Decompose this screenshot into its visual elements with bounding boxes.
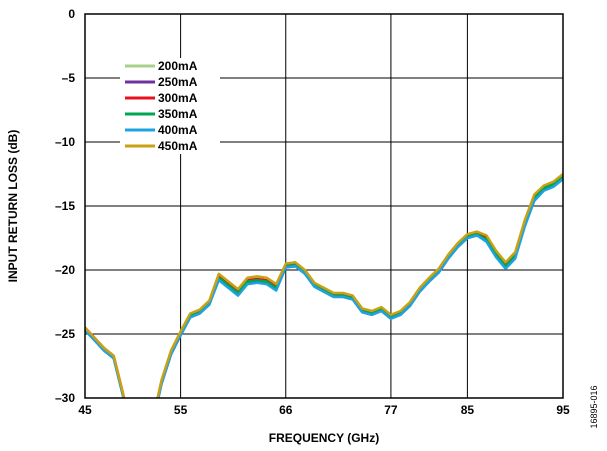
y-tick-label: –30 — [55, 391, 75, 405]
x-tick-label: 77 — [384, 403, 398, 417]
x-tick-labels: 45 55 66 77 85 95 — [78, 403, 570, 417]
y-tick-label: –25 — [55, 327, 75, 341]
legend-background — [120, 58, 220, 154]
y-tick-label: –10 — [55, 135, 75, 149]
figure-id: 16895-016 — [589, 385, 599, 428]
x-axis-title: FREQUENCY (GHz) — [269, 431, 379, 445]
y-tick-label: –15 — [55, 199, 75, 213]
legend-label-400mA: 400mA — [158, 123, 198, 137]
legend-label-350mA: 350mA — [158, 107, 198, 121]
legend-label-450mA: 450mA — [158, 139, 198, 153]
y-tick-labels: 0 –5 –10 –15 –20 –25 –30 — [55, 7, 75, 405]
x-tick-label: 85 — [461, 403, 475, 417]
legend-label-200mA: 200mA — [158, 59, 198, 73]
legend-label-250mA: 250mA — [158, 75, 198, 89]
x-tick-label: 66 — [279, 403, 293, 417]
x-tick-label: 55 — [174, 403, 188, 417]
series-lines — [85, 172, 563, 398]
y-tick-label: –5 — [62, 71, 76, 85]
legend-label-300mA: 300mA — [158, 91, 198, 105]
series-line-400mA — [85, 177, 563, 398]
y-tick-label: –20 — [55, 263, 75, 277]
x-tick-label: 95 — [556, 403, 570, 417]
y-tick-label: 0 — [68, 7, 75, 21]
x-tick-label: 45 — [78, 403, 92, 417]
plot-frame — [84, 13, 564, 399]
y-axis-title: INPUT RETURN LOSS (dB) — [6, 130, 20, 283]
series-line-450mA — [85, 172, 563, 398]
legend: 200mA 250mA 300mA 350mA 400mA 450mA — [120, 58, 220, 154]
